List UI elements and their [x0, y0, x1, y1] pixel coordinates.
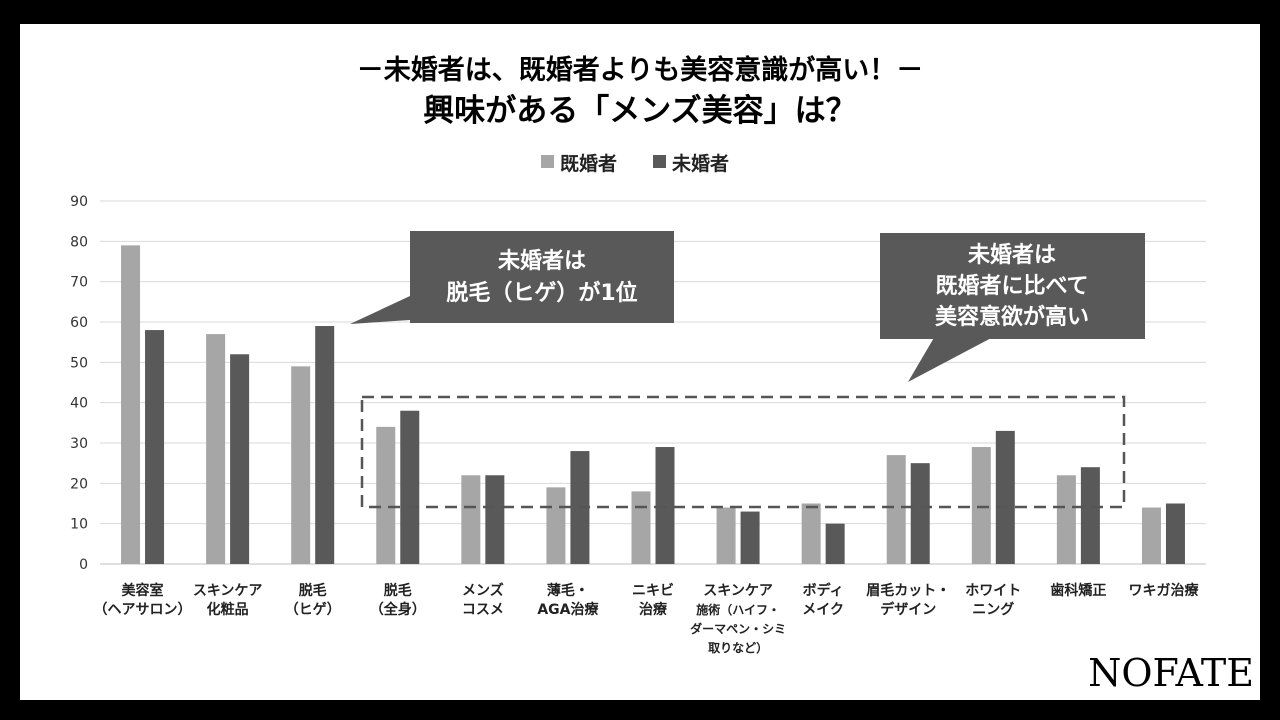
- bar-married: [631, 491, 651, 564]
- x-category-label: （ヒゲ）: [285, 601, 341, 618]
- callout-unmarried-pointer: [908, 336, 995, 382]
- legend: 既婚者 未婚者: [541, 152, 729, 175]
- x-category-label: 眉毛カット・: [866, 582, 950, 599]
- bar-chart: －未婚者は、既婚者よりも美容意識が高い！－ 興味がある「メンズ美容」は？ 既婚者…: [70, 54, 1254, 695]
- bar-unmarried: [910, 463, 930, 564]
- bar-married: [716, 507, 736, 564]
- x-category-label: スキンケア: [193, 583, 263, 599]
- x-category-label: スキンケア: [703, 583, 773, 599]
- y-tick-label: 40: [70, 396, 88, 412]
- bar-unmarried: [230, 354, 250, 564]
- bar-married: [291, 366, 311, 564]
- legend-swatch-married: [541, 155, 554, 168]
- x-category-label: 脱毛: [299, 582, 327, 599]
- bar-unmarried: [145, 330, 165, 564]
- callout-unmarried: 未婚者は 既婚者に比べて 美容意欲が高い: [880, 233, 1145, 382]
- callout-unmarried-line-3: 美容意欲が高い: [935, 304, 1089, 330]
- x-category-label: メンズ: [462, 582, 504, 599]
- x-category-label: コスメ: [462, 602, 504, 618]
- chart-subtitle: 興味がある「メンズ美容」は？: [423, 93, 856, 129]
- chart-title: －未婚者は、既婚者よりも美容意識が高い！－: [357, 54, 923, 86]
- x-axis-labels: 美容室（ヘアサロン）スキンケア化粧品脱毛（ヒゲ）脱毛（全身）メンズコスメ薄毛・A…: [94, 582, 1200, 655]
- x-category-label: ダーマペン・シミ: [690, 621, 786, 636]
- highlight-box: [360, 395, 1126, 509]
- x-category-label: （ヘアサロン）: [94, 602, 192, 618]
- callout-unmarried-box: [880, 233, 1145, 339]
- legend-label-unmarried: 未婚者: [671, 152, 729, 175]
- x-category-label: （全身）: [370, 601, 426, 618]
- callout-beard-line-2: 脱毛（ヒゲ）が1位: [446, 280, 637, 306]
- bar-married: [886, 455, 906, 564]
- x-category-label: デザイン: [880, 601, 936, 618]
- bar-unmarried: [1080, 467, 1100, 564]
- legend-swatch-unmarried: [653, 155, 666, 168]
- bar-unmarried: [655, 447, 675, 564]
- bar-married: [801, 503, 821, 564]
- y-tick-label: 10: [70, 517, 88, 533]
- x-category-label: ニング: [972, 601, 1014, 618]
- bar-married: [121, 245, 141, 564]
- bar-unmarried: [825, 523, 845, 564]
- x-category-label: 脱毛: [384, 582, 412, 599]
- y-tick-label: 70: [70, 275, 88, 291]
- bar-unmarried: [400, 410, 420, 564]
- y-axis-ticks: 0 10 20 30 40 50 60 70 80 90: [70, 194, 88, 573]
- legend-label-married: 既婚者: [560, 152, 617, 175]
- x-category-label: 薄毛・: [547, 582, 589, 599]
- y-tick-label: 50: [70, 355, 88, 371]
- x-category-label: ボディ: [803, 582, 844, 599]
- bar-married: [546, 487, 566, 564]
- bar-unmarried: [485, 475, 505, 564]
- callout-beard-line-1: 未婚者は: [498, 248, 586, 274]
- x-category-label: ホワイト: [965, 583, 1021, 599]
- bar-married: [376, 426, 396, 564]
- bar-married: [971, 447, 991, 564]
- bars: [121, 245, 1185, 564]
- chart-frame: －未婚者は、既婚者よりも美容意識が高い！－ 興味がある「メンズ美容」は？ 既婚者…: [20, 24, 1260, 700]
- x-category-label: 化粧品: [207, 601, 249, 618]
- x-category-label: 歯科矯正: [1050, 582, 1106, 599]
- callout-unmarried-line-1: 未婚者は: [968, 242, 1056, 268]
- y-tick-label: 60: [70, 315, 88, 331]
- bar-unmarried: [315, 326, 335, 564]
- bar-married: [1056, 475, 1076, 564]
- bar-unmarried: [740, 511, 760, 564]
- bar-married: [206, 334, 226, 564]
- x-category-label: メイク: [802, 602, 844, 618]
- x-category-label: AGA治療: [537, 601, 599, 618]
- y-tick-label: 20: [70, 476, 88, 492]
- x-category-label: 治療: [639, 601, 668, 618]
- brand-logo: NOFATE: [1088, 651, 1254, 695]
- bar-married: [461, 475, 481, 564]
- x-category-label: ニキビ: [632, 583, 674, 599]
- callout-unmarried-line-2: 既婚者に比べて: [935, 273, 1088, 299]
- x-category-label: 取りなど）: [708, 640, 768, 655]
- x-category-label: 施術（ハイフ・: [696, 602, 780, 617]
- callout-beard-pointer: [350, 296, 410, 324]
- callout-beard: 未婚者は 脱毛（ヒゲ）が1位: [350, 231, 674, 324]
- x-category-label: ワキガ治療: [1128, 582, 1199, 599]
- y-tick-label: 30: [70, 436, 88, 452]
- bar-unmarried: [1165, 503, 1185, 564]
- callout-beard-box: [410, 231, 674, 323]
- bar-married: [1141, 507, 1161, 564]
- bar-unmarried: [995, 430, 1015, 564]
- x-category-label: 美容室: [122, 582, 164, 599]
- y-tick-label: 0: [79, 557, 88, 573]
- y-tick-label: 80: [70, 234, 88, 250]
- y-tick-label: 90: [70, 194, 88, 210]
